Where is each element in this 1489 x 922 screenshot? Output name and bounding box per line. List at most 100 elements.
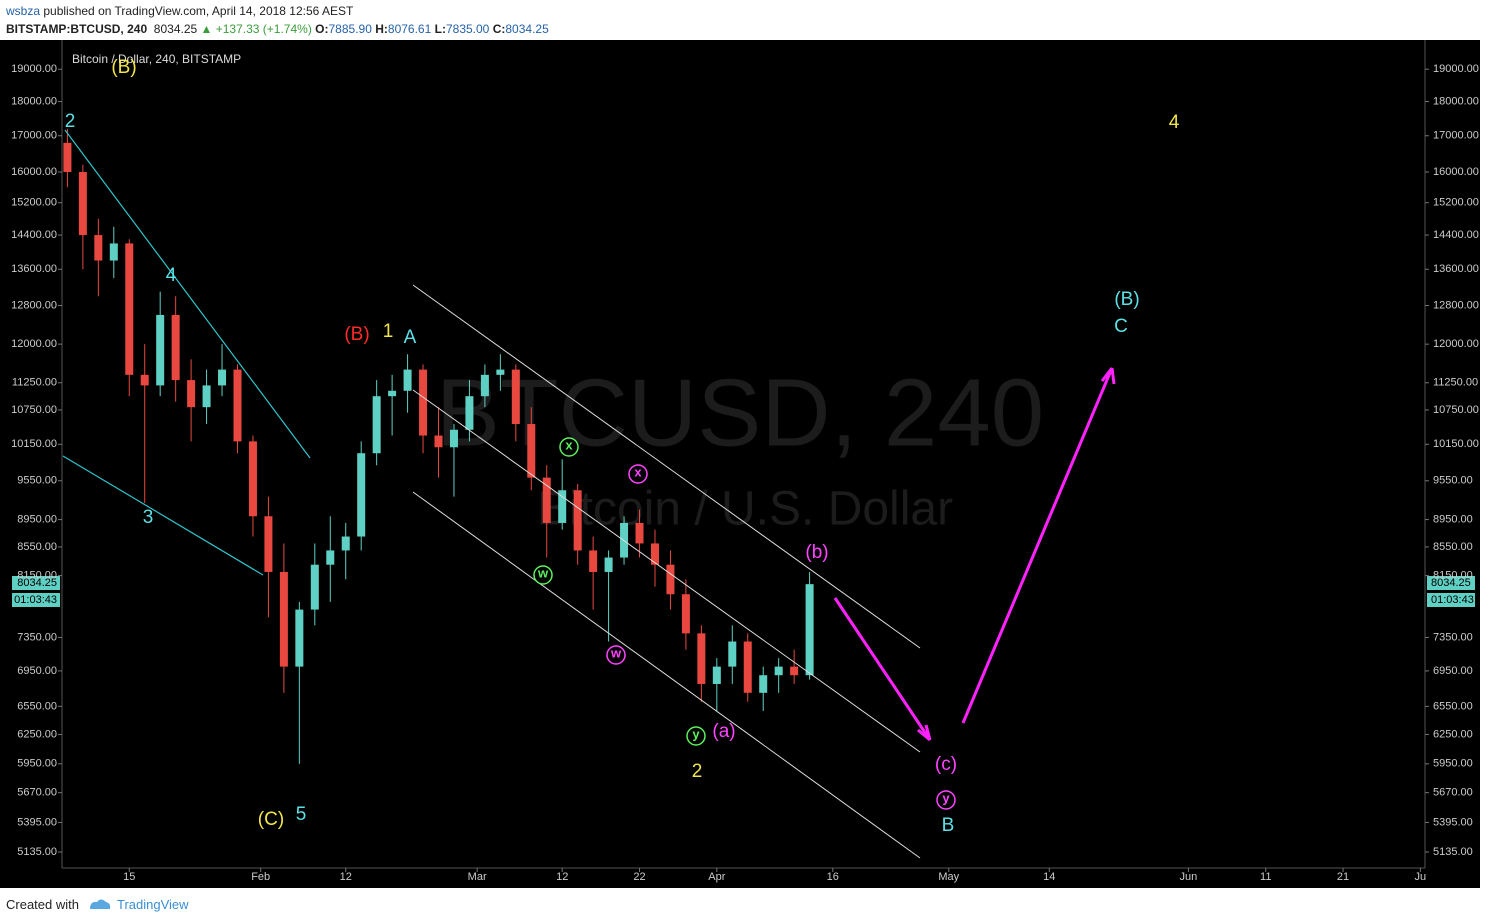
brand[interactable]: TradingView bbox=[117, 897, 189, 912]
y-tick-label: 18000.00 bbox=[11, 95, 57, 107]
y-tick-label: 6550.00 bbox=[17, 700, 57, 712]
y-tick-label: 5950.00 bbox=[17, 758, 57, 770]
candle bbox=[78, 164, 87, 270]
x-tick-label: 16 bbox=[827, 871, 839, 883]
arrow bbox=[833, 597, 932, 742]
y-tick-label: 19000.00 bbox=[11, 63, 57, 75]
chart: BTCUSD, 240 Bitcoin / U.S. Dollar Bitcoi… bbox=[0, 40, 1480, 888]
publish-line: wsbza published on TradingView.com, Apri… bbox=[6, 4, 353, 18]
h-label: H: bbox=[375, 22, 388, 36]
countdown-text: 01:03:43 bbox=[14, 594, 57, 606]
wave-label: (C) bbox=[258, 809, 284, 830]
candle bbox=[63, 128, 72, 188]
candle bbox=[156, 291, 165, 397]
y-tick-label: 17000.00 bbox=[11, 130, 57, 142]
countdown-tag bbox=[1427, 593, 1475, 607]
candle-body bbox=[109, 243, 118, 261]
author[interactable]: wsbza bbox=[6, 4, 41, 18]
candle bbox=[218, 344, 227, 397]
wave-label: 4 bbox=[166, 265, 177, 286]
candle-body bbox=[310, 564, 319, 610]
wave-label: 1 bbox=[383, 321, 394, 342]
watermark-sub: Bitcoin / U.S. Dollar bbox=[537, 483, 953, 536]
y-tick-label: 6950.00 bbox=[1433, 665, 1473, 677]
candle-body bbox=[279, 571, 288, 667]
candle-body bbox=[326, 550, 335, 565]
x-tick-label: 12 bbox=[340, 871, 352, 883]
y-tick-label: 19000.00 bbox=[1433, 63, 1479, 75]
y-tick-label: 11250.00 bbox=[12, 377, 57, 389]
candle-body bbox=[589, 550, 598, 572]
candle bbox=[790, 649, 799, 684]
candle-body bbox=[187, 380, 196, 408]
x-tick-label: 15 bbox=[123, 871, 135, 883]
y-tick-label: 8550.00 bbox=[1433, 541, 1473, 553]
legend: Bitcoin / Dollar, 240, BITSTAMP bbox=[72, 52, 241, 66]
y-tick-label: 12800.00 bbox=[11, 299, 57, 311]
y-tick-label: 10750.00 bbox=[1433, 404, 1479, 416]
x-tick-label: Mar bbox=[468, 871, 487, 883]
candles bbox=[63, 128, 814, 764]
candle-body bbox=[388, 390, 397, 397]
footer: Created with TradingView bbox=[0, 888, 1489, 922]
c-value: 8034.25 bbox=[505, 22, 549, 36]
x-tick-label: Feb bbox=[251, 871, 270, 883]
wave-circle bbox=[936, 790, 956, 810]
price-text: 8034.25 bbox=[1431, 577, 1471, 589]
y-tick-label: 16000.00 bbox=[1433, 166, 1479, 178]
price-tag bbox=[1427, 576, 1475, 590]
wave-circle bbox=[606, 645, 626, 665]
y-tick-label: 5950.00 bbox=[1433, 758, 1473, 770]
wave-label: y bbox=[942, 790, 950, 805]
wave-label: (B) bbox=[111, 57, 136, 78]
y-tick-label: 5670.00 bbox=[17, 787, 57, 799]
wave-label: x bbox=[634, 464, 642, 479]
x-tick-label: Jun bbox=[1180, 871, 1198, 883]
candle bbox=[650, 529, 659, 587]
trend-line bbox=[62, 455, 264, 576]
o-label: O: bbox=[315, 22, 329, 36]
y-tick-label: 8950.00 bbox=[1433, 513, 1473, 525]
wave-label: 2 bbox=[692, 761, 703, 782]
price-text: 8034.25 bbox=[17, 577, 57, 589]
y-tick-label: 8150.00 bbox=[17, 570, 57, 582]
wave-circle bbox=[686, 726, 706, 746]
trend-line bbox=[64, 129, 311, 459]
x-tick-label: Ju bbox=[1415, 871, 1427, 883]
candle bbox=[697, 625, 706, 702]
y-tick-label: 9550.00 bbox=[1433, 475, 1473, 487]
candle bbox=[759, 666, 768, 711]
y-tick-label: 18000.00 bbox=[1433, 95, 1479, 107]
price-tag bbox=[12, 576, 60, 590]
candle-body bbox=[78, 172, 87, 236]
y-tick-label: 6950.00 bbox=[17, 665, 57, 677]
candle-body bbox=[295, 609, 304, 667]
wave-label: 2 bbox=[65, 111, 76, 132]
candle bbox=[357, 441, 366, 551]
candle bbox=[480, 364, 489, 408]
channel-line bbox=[412, 284, 921, 649]
candle-body bbox=[140, 374, 149, 386]
h-value: 8076.61 bbox=[387, 22, 432, 36]
wave-label: w bbox=[537, 565, 549, 580]
candle-body bbox=[233, 369, 242, 442]
wave-label: A bbox=[404, 327, 417, 348]
chart-bg bbox=[0, 40, 1480, 888]
channel-line bbox=[412, 389, 921, 753]
x-tick-label: 22 bbox=[633, 871, 645, 883]
y-tick-label: 13600.00 bbox=[11, 263, 57, 275]
candle bbox=[326, 516, 335, 602]
l-value: 7835.00 bbox=[445, 22, 490, 36]
candle-body bbox=[573, 490, 582, 551]
wave-label: 3 bbox=[143, 507, 154, 528]
candle bbox=[728, 625, 737, 684]
wave-label: 4 bbox=[1169, 112, 1180, 133]
candle-body bbox=[465, 396, 474, 430]
candle-body bbox=[125, 243, 134, 375]
candle bbox=[573, 483, 582, 565]
candle-body bbox=[542, 477, 551, 523]
x-tick-label: 11 bbox=[1260, 871, 1271, 883]
y-tick-label: 14400.00 bbox=[1433, 229, 1479, 241]
y-tick-label: 8550.00 bbox=[17, 541, 57, 553]
y-tick-label: 11250.00 bbox=[1433, 377, 1478, 389]
